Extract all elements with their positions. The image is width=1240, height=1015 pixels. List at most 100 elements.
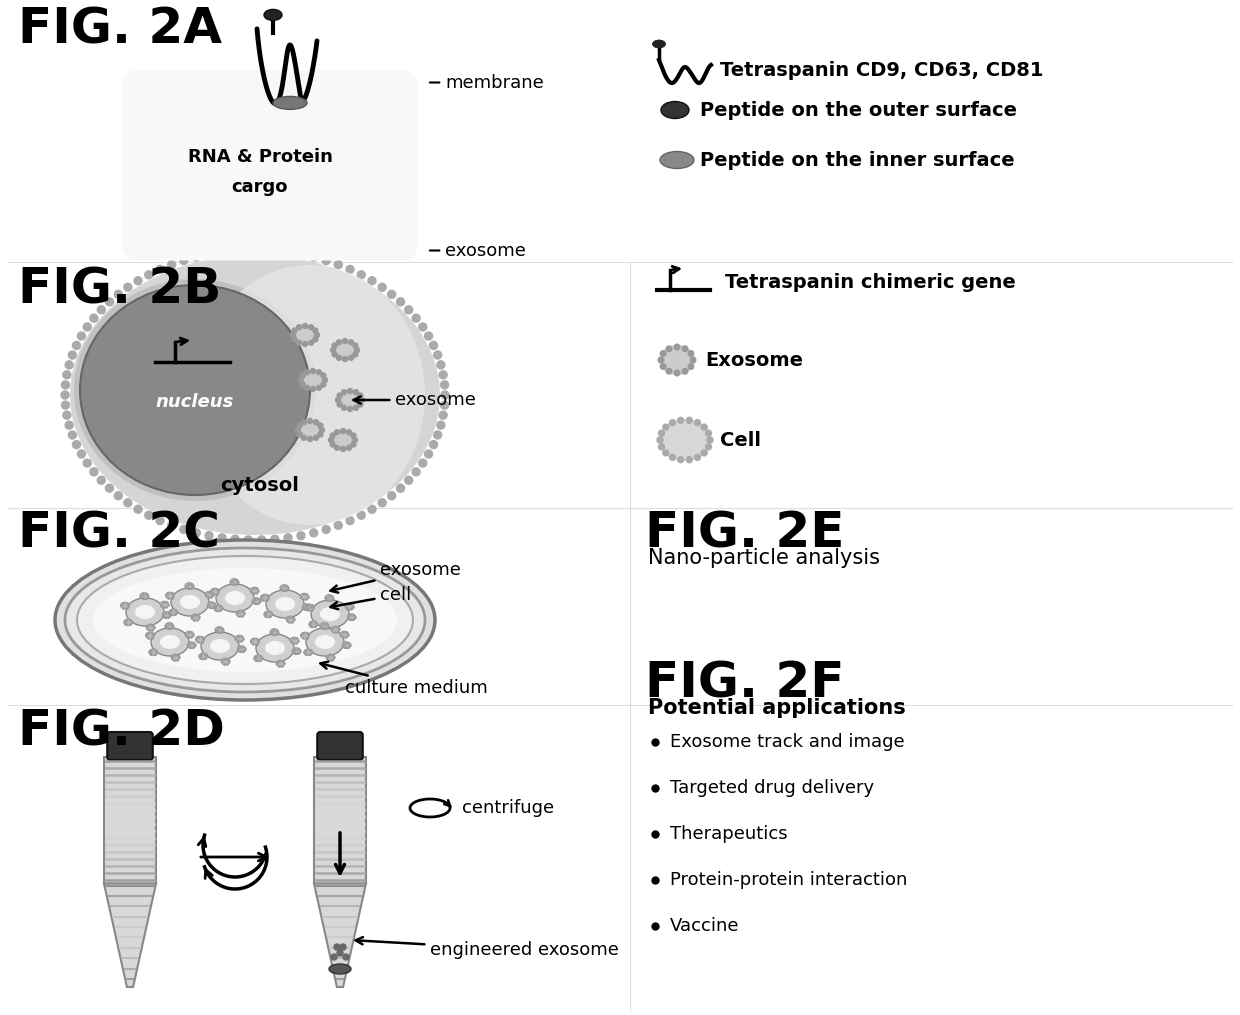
Circle shape (124, 498, 131, 506)
Circle shape (346, 517, 353, 525)
Circle shape (299, 378, 304, 383)
Ellipse shape (215, 78, 224, 86)
Ellipse shape (81, 285, 310, 495)
Circle shape (682, 368, 688, 375)
Circle shape (314, 435, 319, 441)
Ellipse shape (222, 245, 232, 254)
Text: Tetraspanin CD9, CD63, CD81: Tetraspanin CD9, CD63, CD81 (720, 61, 1044, 79)
Circle shape (341, 447, 346, 452)
Circle shape (331, 347, 336, 352)
Ellipse shape (348, 89, 358, 98)
Ellipse shape (332, 239, 341, 248)
Circle shape (404, 306, 413, 314)
Ellipse shape (316, 244, 325, 252)
Ellipse shape (201, 632, 239, 660)
Circle shape (397, 484, 404, 492)
Ellipse shape (69, 255, 440, 535)
Ellipse shape (255, 634, 294, 662)
Ellipse shape (140, 593, 149, 600)
Circle shape (436, 421, 445, 429)
Ellipse shape (279, 73, 289, 81)
Ellipse shape (250, 249, 262, 257)
Ellipse shape (347, 614, 356, 621)
Ellipse shape (229, 579, 239, 586)
Ellipse shape (300, 593, 309, 600)
Polygon shape (314, 757, 366, 883)
Circle shape (322, 257, 330, 265)
Ellipse shape (324, 80, 334, 89)
Circle shape (167, 261, 176, 269)
Circle shape (296, 325, 301, 330)
Ellipse shape (293, 74, 303, 82)
Text: Exosome: Exosome (706, 350, 804, 369)
Ellipse shape (145, 632, 155, 639)
Ellipse shape (149, 112, 156, 121)
Circle shape (330, 433, 335, 438)
Ellipse shape (191, 85, 200, 94)
Ellipse shape (198, 653, 207, 660)
Ellipse shape (211, 588, 219, 595)
Ellipse shape (300, 632, 310, 639)
Circle shape (320, 427, 325, 432)
Circle shape (706, 444, 712, 450)
Ellipse shape (329, 964, 351, 974)
Ellipse shape (324, 242, 334, 250)
Circle shape (675, 344, 680, 350)
Ellipse shape (286, 616, 295, 623)
Circle shape (270, 535, 279, 543)
Circle shape (424, 332, 433, 340)
Circle shape (156, 517, 164, 525)
Circle shape (368, 277, 376, 285)
Circle shape (335, 429, 340, 434)
Circle shape (424, 450, 433, 458)
Ellipse shape (376, 216, 383, 225)
Circle shape (314, 420, 319, 424)
Circle shape (68, 351, 77, 359)
Ellipse shape (286, 249, 296, 257)
Circle shape (72, 441, 81, 449)
Circle shape (658, 430, 665, 436)
Circle shape (61, 391, 69, 399)
Circle shape (62, 401, 69, 409)
Ellipse shape (272, 250, 281, 258)
Ellipse shape (331, 626, 340, 633)
Circle shape (368, 505, 376, 514)
Ellipse shape (258, 73, 268, 80)
Circle shape (134, 277, 143, 285)
Ellipse shape (291, 325, 317, 345)
Circle shape (192, 253, 201, 261)
Circle shape (303, 341, 308, 346)
Circle shape (353, 352, 358, 357)
Ellipse shape (195, 265, 425, 525)
Ellipse shape (273, 96, 308, 110)
Ellipse shape (205, 591, 215, 598)
Circle shape (258, 536, 265, 544)
Ellipse shape (320, 622, 329, 629)
Circle shape (355, 347, 360, 352)
Ellipse shape (658, 345, 694, 375)
Ellipse shape (224, 591, 246, 605)
Circle shape (666, 368, 672, 375)
Ellipse shape (264, 9, 281, 20)
Circle shape (360, 398, 365, 403)
Text: Nano-particle analysis: Nano-particle analysis (649, 548, 880, 568)
Ellipse shape (367, 222, 376, 231)
Circle shape (309, 340, 314, 345)
Polygon shape (104, 883, 156, 987)
Circle shape (441, 391, 449, 399)
Circle shape (658, 444, 665, 450)
Ellipse shape (229, 75, 239, 83)
Text: Therapeutics: Therapeutics (670, 825, 787, 843)
Circle shape (62, 381, 69, 389)
Ellipse shape (305, 604, 315, 611)
Circle shape (358, 393, 363, 398)
Ellipse shape (244, 249, 254, 257)
Circle shape (298, 432, 303, 437)
Ellipse shape (272, 73, 281, 80)
Ellipse shape (304, 649, 312, 656)
Circle shape (97, 476, 105, 484)
Circle shape (346, 446, 351, 451)
Circle shape (707, 437, 713, 443)
Ellipse shape (337, 390, 363, 410)
Circle shape (293, 337, 298, 342)
